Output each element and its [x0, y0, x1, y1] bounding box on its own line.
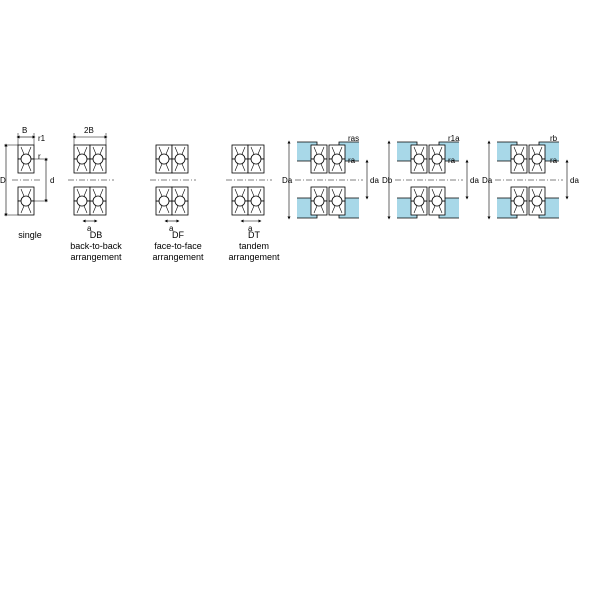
diagram-df — [150, 145, 196, 221]
dim-m3-da: da — [570, 176, 579, 185]
dim-m3-rb: rb — [550, 134, 557, 143]
dim-m1-Da: Da — [282, 176, 292, 185]
dim-m2-r1a: r1a — [448, 134, 460, 143]
dim-m2-da: da — [470, 176, 479, 185]
dim-m1-ra: ra — [348, 156, 355, 165]
dim-d: d — [50, 176, 54, 185]
diagram-single — [4, 133, 48, 215]
mounting-3 — [489, 142, 567, 218]
dim-m3-ra: ra — [550, 156, 557, 165]
dim-2B: 2B — [84, 126, 94, 135]
dim-m2-ra: ra — [448, 156, 455, 165]
dim-m2-Db: Db — [382, 176, 392, 185]
diagram-db — [68, 133, 114, 221]
dim-r: r — [38, 152, 41, 161]
dim-m1-da: da — [370, 176, 379, 185]
diagram-canvas — [0, 0, 600, 600]
dim-m1-ras: ras — [348, 134, 359, 143]
mounting-1 — [289, 142, 367, 218]
label-single: single — [12, 230, 48, 241]
bearing-diagrams-svg — [0, 0, 600, 600]
dim-r1: r1 — [38, 134, 45, 143]
dim-m3-Da: Da — [482, 176, 492, 185]
diagram-dt — [226, 145, 272, 221]
label-db: DB back-to-back arrangement — [64, 230, 128, 262]
label-df: DF face-to-face arrangement — [146, 230, 210, 262]
dim-D: D — [0, 176, 6, 185]
mounting-2 — [389, 142, 467, 218]
label-dt: DT tandem arrangement — [222, 230, 286, 262]
dim-B: B — [22, 126, 27, 135]
